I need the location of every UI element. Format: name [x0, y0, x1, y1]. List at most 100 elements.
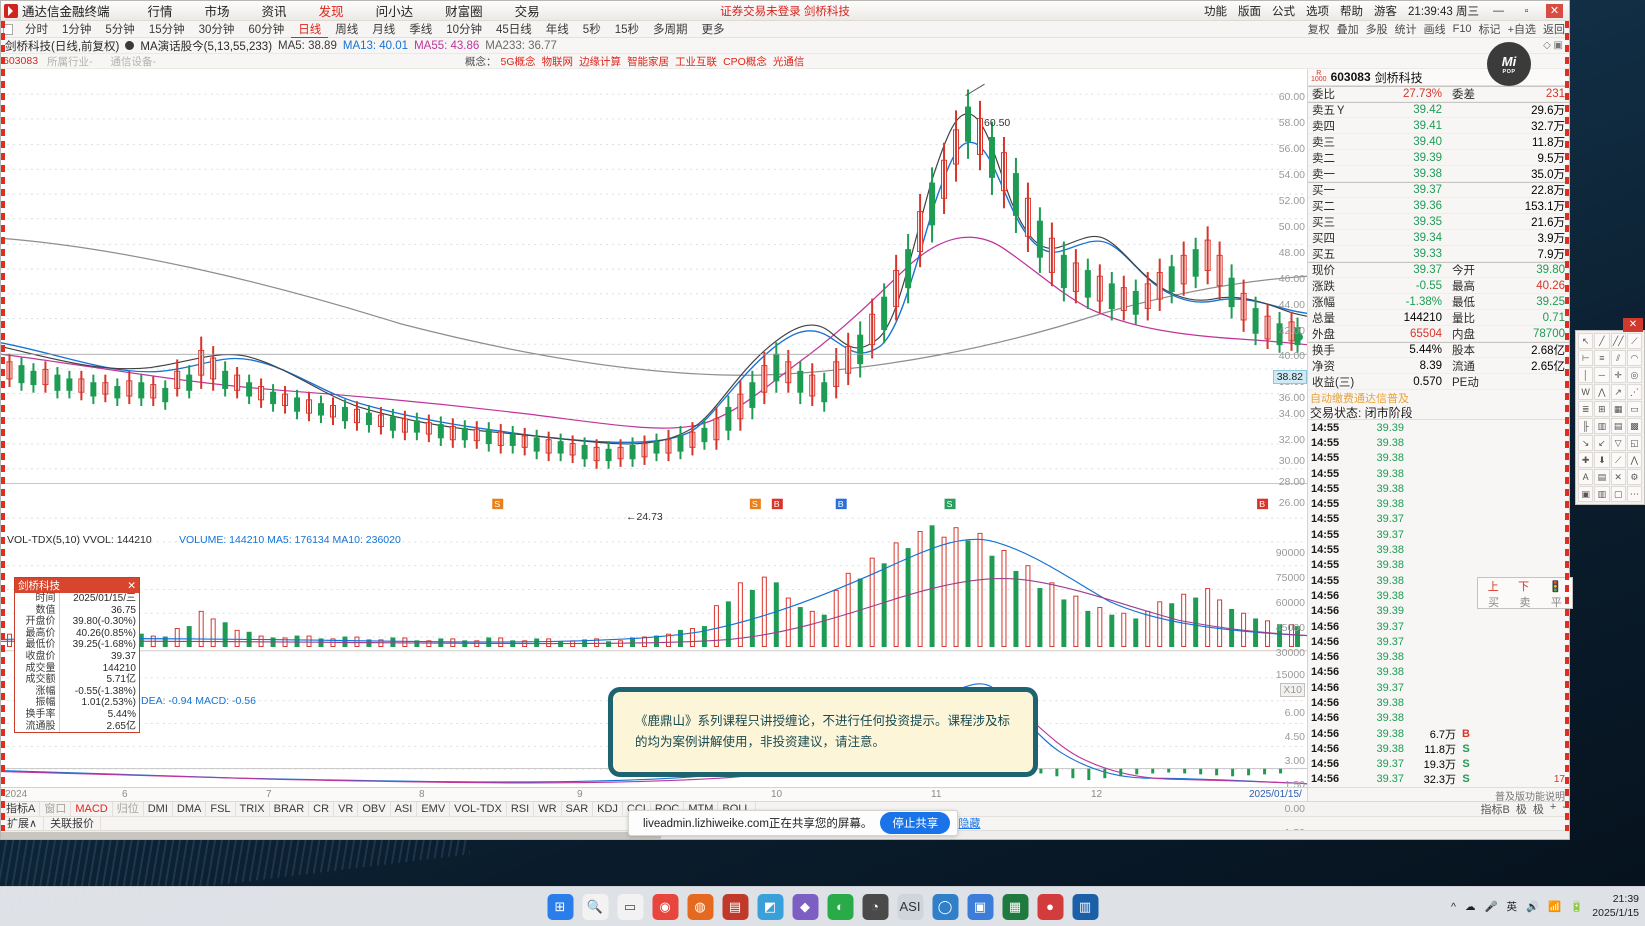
channel-tool-icon[interactable]: ≡	[1594, 350, 1610, 366]
globe-icon[interactable]: ◯	[932, 893, 958, 920]
more-tool-icon[interactable]: ⋯	[1626, 486, 1642, 502]
period-fenshi[interactable]: 分时	[25, 24, 48, 36]
lambda-tool-icon[interactable]: ⋀	[1626, 452, 1642, 468]
bar-tool-icon[interactable]: ╟	[1578, 418, 1594, 434]
indicator-trix[interactable]: TRIX	[236, 802, 270, 816]
down-label[interactable]: 下	[1518, 581, 1530, 593]
circle-tool-icon[interactable]: ◎	[1626, 367, 1642, 383]
chrome-icon[interactable]: ◉	[652, 893, 678, 920]
battery-icon[interactable]: 🔋	[1570, 901, 1584, 913]
image-tool-icon[interactable]: ▣	[1578, 486, 1594, 502]
concept-tag-cpo[interactable]: CPO概念	[723, 55, 767, 68]
indicator-asi[interactable]: ASI	[391, 802, 418, 816]
scrollbar-thumb[interactable]	[1, 832, 661, 839]
marker-tool-icon[interactable]: ✚	[1578, 452, 1594, 468]
menu-item-hangqing[interactable]: 行情	[147, 5, 173, 19]
sell-level-5[interactable]: 卖五Ｙ 39.42 29.6万	[1308, 102, 1569, 118]
chart-options-icon[interactable]: ◇ ▣	[1543, 40, 1563, 51]
save-tool-icon[interactable]: ▢	[1610, 486, 1626, 502]
indicator-group-a[interactable]: 指标A	[2, 802, 41, 816]
period-10min[interactable]: 10分钟	[446, 24, 482, 36]
period-multi[interactable]: 多周期	[653, 24, 688, 36]
zoom-out-button[interactable]: -	[1562, 802, 1566, 816]
band-tool-icon[interactable]: ▤	[1610, 418, 1626, 434]
cross-tool-icon[interactable]: ✛	[1610, 367, 1626, 383]
indicator-fsl[interactable]: FSL	[206, 802, 236, 816]
copy-tool-icon[interactable]: ▥	[1594, 486, 1610, 502]
period-60min[interactable]: 60分钟	[248, 24, 285, 36]
concept-tag-smarthome[interactable]: 智能家居	[627, 55, 670, 68]
hide-bar-link[interactable]: 隐藏	[958, 818, 981, 830]
media-icon[interactable]: ▤	[722, 893, 748, 920]
qq-icon[interactable]: ◔	[862, 893, 888, 920]
chart-area[interactable]: S S B B S B 60	[1, 69, 1307, 839]
menu-item-gongshi[interactable]: 公式	[1272, 5, 1296, 18]
indicator-macd[interactable]: MACD	[71, 802, 113, 816]
tick-list[interactable]: 14:55 39.39 14:55 39.38 14:55 39.38 14:55 39…	[1308, 420, 1569, 787]
indicator-emv[interactable]: EMV	[417, 802, 451, 816]
taskview-icon[interactable]: ▭	[617, 893, 643, 920]
gann-tool-icon[interactable]: ⊞	[1594, 401, 1610, 417]
fan-tool-icon[interactable]: ⋰	[1626, 384, 1642, 400]
trend-tool-icon[interactable]: ╱╱	[1610, 333, 1626, 349]
menu-item-gongneng[interactable]: 功能	[1204, 5, 1228, 18]
menu-item-wenxiaoda[interactable]: 问小达	[375, 5, 414, 19]
period-15sec[interactable]: 15秒	[614, 24, 639, 36]
sell-level-2[interactable]: 卖二 39.39 9.5万	[1308, 150, 1569, 166]
ime-indicator[interactable]: 英	[1506, 901, 1518, 913]
text-tool-icon[interactable]: A	[1578, 469, 1594, 485]
window-close-button[interactable]: ✕	[1546, 3, 1563, 18]
btn-return[interactable]: 返回	[1543, 24, 1565, 36]
indicator-voltdx[interactable]: VOL-TDX	[450, 802, 507, 816]
btn-duogu[interactable]: 多股	[1365, 24, 1388, 36]
fib-tool-icon[interactable]: ≣	[1578, 401, 1594, 417]
period-45day[interactable]: 45日线	[496, 24, 532, 36]
period-more[interactable]: 更多	[701, 24, 725, 36]
period-1min[interactable]: 1分钟	[62, 24, 92, 36]
start-icon[interactable]: ⊞	[547, 893, 573, 920]
indicator-kdj[interactable]: KDJ	[593, 802, 623, 816]
period-5sec[interactable]: 5秒	[582, 24, 601, 36]
window-minimize-button[interactable]: —	[1493, 4, 1504, 17]
folder-icon[interactable]: ▣	[967, 893, 993, 920]
menu-item-jiaoyi[interactable]: 交易	[514, 5, 540, 19]
menu-item-xuanxiang[interactable]: 选项	[1306, 5, 1330, 18]
btn-add-zixuan[interactable]: +自选	[1507, 24, 1536, 36]
zigzag-tool-icon[interactable]: ⋀	[1594, 384, 1610, 400]
period-30min[interactable]: 30分钟	[198, 24, 235, 36]
firefox-icon[interactable]: ◍	[687, 893, 713, 920]
rise-tool-icon[interactable]: ↙	[1594, 435, 1610, 451]
quad-tool-icon[interactable]: ◱	[1626, 435, 1642, 451]
hline-tool-icon[interactable]: ─	[1594, 367, 1610, 383]
wifi-icon[interactable]: 📶	[1548, 901, 1562, 913]
traffic-light-icon[interactable]: 🚦	[1548, 580, 1563, 593]
taskbar-clock[interactable]: 21:39 2025/1/15	[1592, 893, 1639, 919]
line-tool-icon[interactable]: ╱	[1594, 333, 1610, 349]
buy-level-1[interactable]: 买一 39.37 22.8万	[1308, 182, 1569, 198]
flat-button[interactable]: 平	[1550, 596, 1562, 609]
sell-level-4[interactable]: 卖四 39.41 32.7万	[1308, 118, 1569, 134]
mic-icon[interactable]: 🎤	[1484, 901, 1498, 913]
indicator-reset[interactable]: 归位	[113, 802, 144, 816]
menu-item-shichang[interactable]: 市场	[204, 5, 230, 19]
period-daily[interactable]: 日线	[291, 21, 329, 38]
indicator-dma[interactable]: DMA	[173, 802, 207, 816]
industry-label[interactable]: 所属行业-	[47, 55, 93, 68]
menu-item-banmian[interactable]: 版面	[1238, 5, 1262, 18]
buy-level-3[interactable]: 买三 39.35 21.6万	[1308, 214, 1569, 230]
indicator-dmi[interactable]: DMI	[144, 802, 173, 816]
menu-item-caifuquan[interactable]: 财富圈	[445, 5, 483, 19]
period-weekly[interactable]: 周线	[335, 24, 359, 36]
stop-sharing-button[interactable]: 停止共享	[880, 812, 951, 834]
menu-item-bangzhu[interactable]: 帮助	[1340, 5, 1364, 18]
notes-icon[interactable]: ◩	[757, 893, 783, 920]
industry-name[interactable]: 通信设备-	[110, 55, 157, 68]
popup-close-button[interactable]: ✕	[1623, 318, 1643, 332]
indicator-rsi[interactable]: RSI	[507, 802, 535, 816]
period-5min[interactable]: 5分钟	[105, 24, 135, 36]
indicator-sar[interactable]: SAR	[562, 802, 594, 816]
wechat-icon[interactable]: ◐	[827, 893, 853, 920]
concept-tag-optical[interactable]: 光通信	[772, 55, 805, 68]
ray-tool-icon[interactable]: ⟋	[1626, 333, 1642, 349]
table-tool-icon[interactable]: ▤	[1594, 469, 1610, 485]
